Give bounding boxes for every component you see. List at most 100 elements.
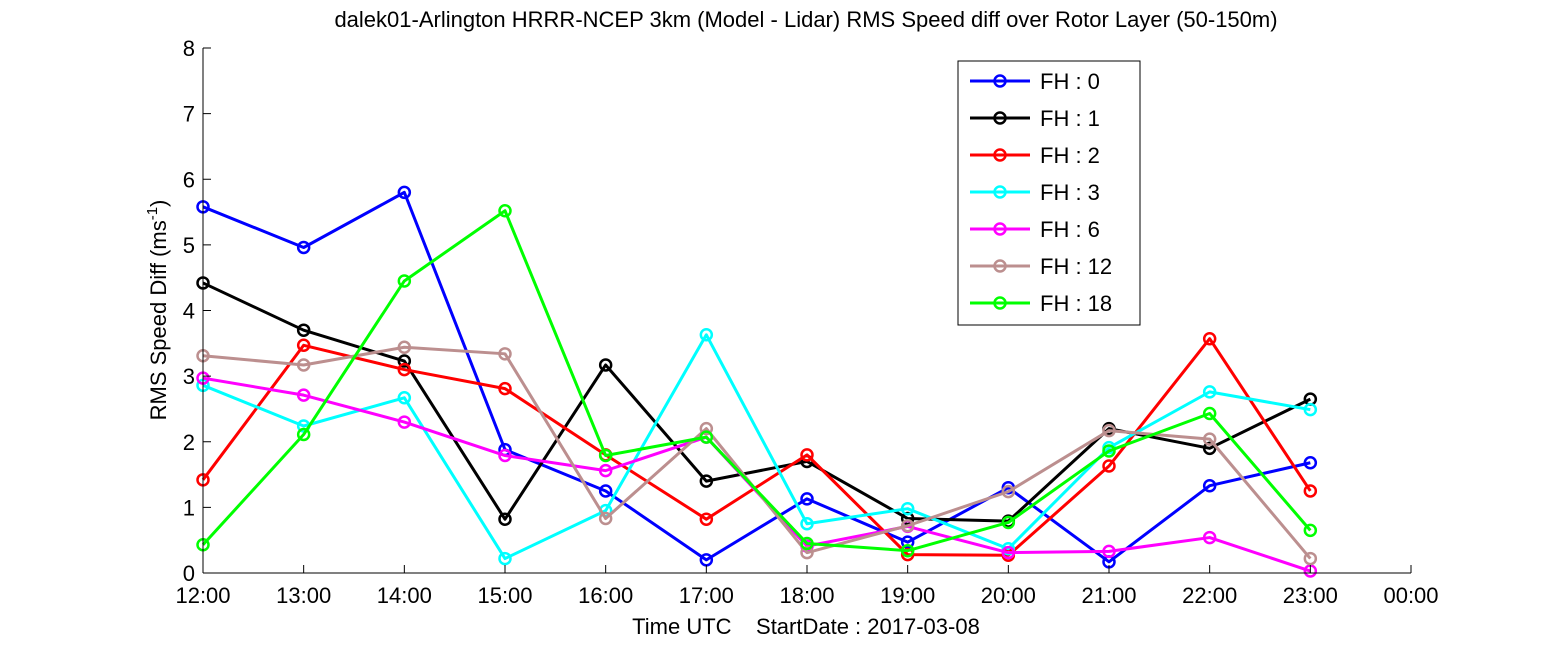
data-point xyxy=(397,274,412,288)
legend-label: FH : 18 xyxy=(1040,291,1112,316)
data-point xyxy=(800,536,814,551)
data-point xyxy=(1102,423,1116,438)
y-tick-label: 7 xyxy=(183,102,195,127)
data-point xyxy=(1202,432,1217,446)
legend-swatch-marker xyxy=(993,185,1007,199)
legend-label: FH : 0 xyxy=(1040,69,1100,94)
data-point xyxy=(397,415,412,429)
y-tick-label: 8 xyxy=(183,36,195,61)
data-point xyxy=(397,391,412,405)
data-point xyxy=(498,551,512,566)
x-tick-label: 13:00 xyxy=(276,583,331,608)
data-point xyxy=(1202,331,1217,346)
data-point xyxy=(1102,544,1116,559)
series-line xyxy=(202,333,1311,561)
y-axis-label-end: ) xyxy=(146,200,171,207)
legend-item: FH : 18 xyxy=(970,291,1112,316)
series-line xyxy=(201,209,1312,553)
series-line xyxy=(201,337,1312,557)
legend-label: FH : 3 xyxy=(1040,180,1100,205)
legend-item: FH : 0 xyxy=(970,69,1100,94)
legend-label: FH : 2 xyxy=(1040,143,1100,168)
data-point xyxy=(498,512,512,526)
data-point xyxy=(1303,402,1318,417)
legend-item: FH : 3 xyxy=(970,180,1100,205)
x-tick-label: 00:00 xyxy=(1383,583,1438,608)
x-tick-label: 20:00 xyxy=(981,583,1036,608)
legend-label: FH : 12 xyxy=(1040,254,1112,279)
legend-label: FH : 6 xyxy=(1040,217,1100,242)
x-tick-label: 23:00 xyxy=(1283,583,1338,608)
legend-item: FH : 1 xyxy=(970,106,1100,131)
data-point xyxy=(1202,406,1217,421)
plot-area xyxy=(196,185,1318,578)
legend-swatch-marker xyxy=(993,259,1007,273)
data-point xyxy=(498,204,512,218)
data-point xyxy=(1001,515,1016,530)
data-point xyxy=(598,448,613,463)
x-tick-label: 18:00 xyxy=(779,583,834,608)
series-6 xyxy=(196,204,1318,558)
data-point xyxy=(598,358,613,372)
data-point xyxy=(699,421,714,436)
y-tick-label: 6 xyxy=(183,167,195,192)
data-point xyxy=(900,535,915,549)
data-point xyxy=(699,430,714,444)
data-point xyxy=(397,362,412,377)
series-line xyxy=(202,190,1311,564)
legend-swatch-marker xyxy=(993,148,1007,162)
data-point xyxy=(598,463,613,478)
data-point xyxy=(498,448,512,463)
data-point xyxy=(1102,459,1116,473)
y-tick-label: 0 xyxy=(183,561,195,586)
data-point xyxy=(1001,484,1016,499)
y-tick-label: 1 xyxy=(183,495,195,520)
data-point xyxy=(800,545,814,560)
data-point xyxy=(800,517,814,531)
y-tick-label: 5 xyxy=(183,233,195,258)
legend-swatch-marker xyxy=(993,111,1007,125)
data-point xyxy=(498,347,512,361)
data-point xyxy=(1303,456,1318,470)
data-point xyxy=(598,484,613,498)
data-point xyxy=(296,338,311,353)
y-axis-label: RMS Speed Diff (ms-1) xyxy=(144,200,171,421)
data-point xyxy=(1102,444,1116,458)
data-point xyxy=(1202,441,1217,456)
x-tick-label: 15:00 xyxy=(477,583,532,608)
x-tick-label: 22:00 xyxy=(1182,583,1237,608)
y-tick-label: 4 xyxy=(183,299,195,324)
data-point xyxy=(1303,551,1318,566)
legend-box xyxy=(957,60,1141,326)
data-point xyxy=(699,474,714,488)
data-point xyxy=(1202,385,1217,399)
legend-swatch-marker xyxy=(993,296,1007,310)
data-point xyxy=(1202,478,1217,493)
data-point xyxy=(397,354,412,368)
legend-swatch-marker xyxy=(993,222,1007,236)
x-axis-label: Time UTC StartDate : 2017-03-08 xyxy=(632,614,980,639)
data-point xyxy=(900,543,915,558)
x-tick-label: 19:00 xyxy=(880,583,935,608)
x-tick-label: 16:00 xyxy=(578,583,633,608)
data-point xyxy=(296,323,311,337)
axes: 12:00 13:00 14:00 15:00 16:00 17:00 18:00 19:00… xyxy=(175,36,1438,608)
data-point xyxy=(800,492,814,506)
data-point xyxy=(900,547,915,562)
legend-swatch-marker xyxy=(993,74,1007,88)
x-tick-label: 12:00 xyxy=(175,583,230,608)
legend-label: FH : 1 xyxy=(1040,106,1100,131)
data-point xyxy=(296,358,311,372)
data-point xyxy=(1202,530,1217,545)
data-point xyxy=(699,512,714,526)
x-tick-label: 17:00 xyxy=(679,583,734,608)
data-point xyxy=(1303,484,1318,498)
data-point xyxy=(397,185,412,200)
data-point xyxy=(1001,545,1016,560)
data-point xyxy=(498,381,512,396)
data-point xyxy=(900,501,915,516)
legend-item: FH : 2 xyxy=(970,143,1100,168)
chart-title: dalek01-Arlington HRRR-NCEP 3km (Model -… xyxy=(334,7,1277,32)
legend: FH : 0 FH : 1 FH : 2 FH : 3 FH : 6 FH : 12 FH … xyxy=(957,60,1141,326)
